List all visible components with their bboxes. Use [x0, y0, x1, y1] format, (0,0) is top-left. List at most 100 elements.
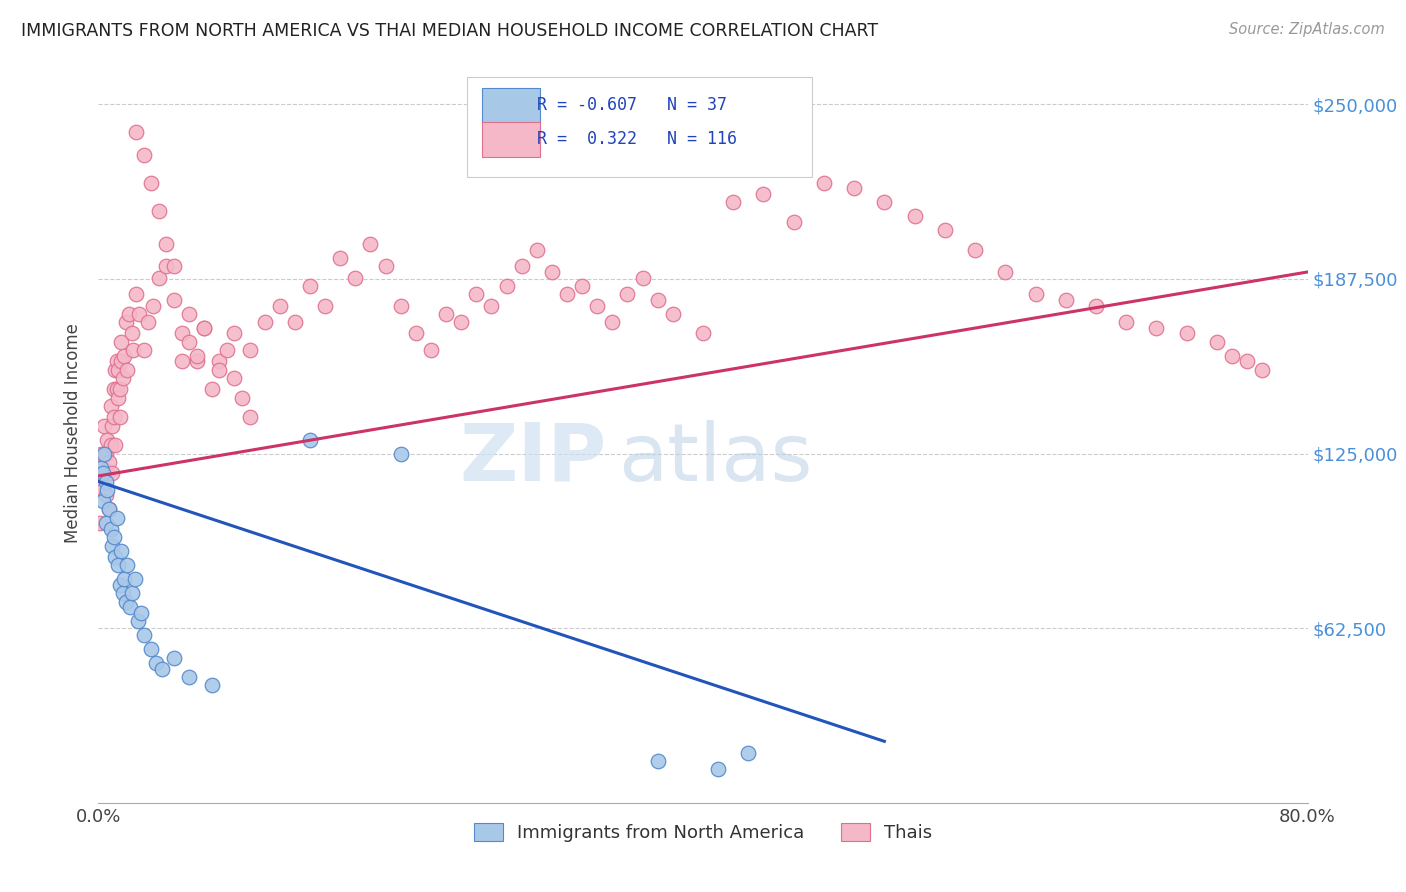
Text: ZIP: ZIP	[458, 419, 606, 498]
Point	[91, 466, 114, 480]
Point	[103, 410, 125, 425]
Point	[114, 315, 136, 329]
Point	[783, 215, 806, 229]
Point	[104, 363, 127, 377]
Point	[201, 382, 224, 396]
Point	[125, 125, 148, 139]
Point	[631, 270, 654, 285]
Point	[114, 594, 136, 608]
Point	[481, 298, 503, 312]
Point	[374, 260, 396, 274]
Point	[586, 298, 609, 312]
Point	[602, 315, 624, 329]
Point	[94, 516, 117, 531]
Point	[111, 586, 134, 600]
Point	[96, 433, 118, 447]
Point	[100, 438, 122, 452]
Point	[224, 371, 246, 385]
Point	[110, 354, 132, 368]
Point	[91, 460, 114, 475]
Point	[1054, 293, 1077, 307]
Point	[107, 363, 129, 377]
Point	[420, 343, 443, 358]
Point	[121, 586, 143, 600]
Point	[692, 326, 714, 341]
Point	[344, 270, 367, 285]
Point	[465, 287, 488, 301]
Point	[239, 410, 262, 425]
Point	[723, 195, 745, 210]
Point	[186, 354, 208, 368]
Point	[571, 279, 593, 293]
Point	[108, 410, 131, 425]
Point	[193, 321, 215, 335]
Point	[105, 382, 128, 396]
Point	[495, 279, 517, 293]
Point	[91, 483, 114, 497]
Point	[647, 293, 669, 307]
Point	[450, 315, 472, 329]
Point	[115, 363, 138, 377]
Point	[105, 511, 128, 525]
FancyBboxPatch shape	[482, 121, 540, 157]
Point	[98, 455, 121, 469]
Point	[1206, 334, 1229, 349]
Point	[1236, 354, 1258, 368]
Point	[224, 326, 246, 341]
Point	[129, 606, 152, 620]
Point	[127, 614, 149, 628]
Point	[179, 307, 201, 321]
Point	[103, 530, 125, 544]
Point	[132, 628, 155, 642]
Point	[141, 176, 163, 190]
Text: R =  0.322   N = 116: R = 0.322 N = 116	[537, 130, 737, 148]
Point	[1175, 326, 1198, 341]
Point	[193, 321, 215, 335]
Point	[155, 237, 177, 252]
Point	[934, 223, 956, 237]
Point	[104, 549, 127, 564]
Point	[121, 326, 143, 341]
Point	[108, 578, 131, 592]
Point	[89, 516, 111, 531]
Text: Source: ZipAtlas.com: Source: ZipAtlas.com	[1229, 22, 1385, 37]
FancyBboxPatch shape	[482, 87, 540, 123]
Point	[707, 762, 730, 776]
Point	[163, 650, 186, 665]
Point	[904, 209, 927, 223]
Point	[107, 391, 129, 405]
Point	[1024, 287, 1046, 301]
Point	[98, 502, 121, 516]
Point	[737, 746, 759, 760]
Point	[186, 349, 208, 363]
Point	[145, 656, 167, 670]
Point	[124, 572, 146, 586]
Point	[163, 260, 186, 274]
Point	[170, 354, 193, 368]
Point	[647, 754, 669, 768]
Text: atlas: atlas	[619, 419, 813, 498]
Point	[122, 343, 145, 358]
Point	[90, 460, 112, 475]
Point	[112, 349, 135, 363]
Point	[132, 343, 155, 358]
Point	[108, 382, 131, 396]
Point	[994, 265, 1017, 279]
Point	[215, 343, 238, 358]
Point	[120, 600, 142, 615]
Point	[555, 287, 578, 301]
Point	[90, 446, 112, 460]
Point	[118, 307, 141, 321]
Point	[101, 539, 124, 553]
Point	[314, 298, 336, 312]
Point	[93, 466, 115, 480]
FancyBboxPatch shape	[467, 78, 811, 178]
Point	[616, 287, 638, 301]
Point	[150, 662, 173, 676]
Point	[93, 446, 115, 460]
Point	[90, 466, 112, 480]
Point	[284, 315, 307, 329]
Point	[155, 260, 177, 274]
Point	[105, 354, 128, 368]
Point	[91, 494, 114, 508]
